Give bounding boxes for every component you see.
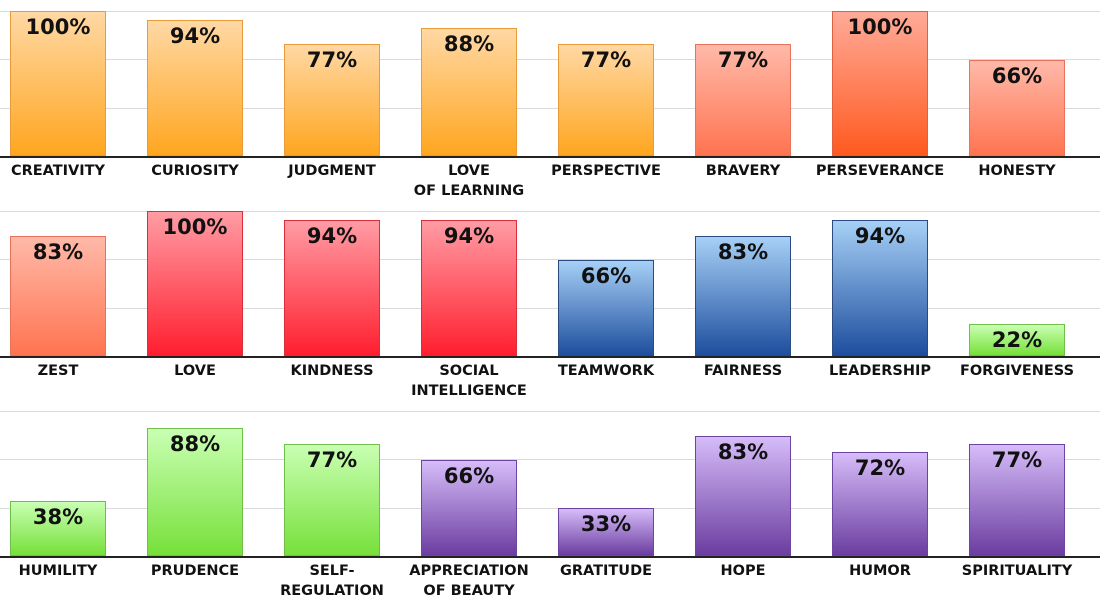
- bar-value-label: 100%: [25, 15, 91, 39]
- category-label: ZEST: [37, 363, 79, 379]
- bar-value-label: 66%: [991, 64, 1043, 88]
- category-label: SELF- REGULATION: [280, 563, 384, 599]
- bar-value-label: 94%: [854, 224, 906, 248]
- bar-value-label: 77%: [306, 448, 358, 472]
- bar-value-label: 100%: [162, 215, 228, 239]
- bar: [147, 20, 243, 156]
- chart-panel-1: 100% CREATIVITY 94% CURIOSITY 77% JUDGMENT 88%…: [0, 0, 1100, 200]
- category-label: CREATIVITY: [10, 163, 106, 179]
- category-label: HUMOR: [849, 563, 911, 579]
- category-label: BRAVERY: [705, 163, 781, 179]
- gridline: [0, 108, 1100, 109]
- bar: [284, 444, 380, 556]
- bar-value-label: 66%: [443, 464, 495, 488]
- bar-value-label: 88%: [169, 432, 221, 456]
- bar: [558, 260, 654, 356]
- bar-value-label: 22%: [991, 328, 1043, 352]
- bar: [969, 60, 1065, 156]
- x-axis-baseline: [0, 156, 1100, 158]
- category-label: FORGIVENESS: [959, 363, 1075, 379]
- category-label: FAIRNESS: [703, 363, 783, 379]
- bar: [695, 436, 791, 556]
- bar: [421, 220, 517, 356]
- category-label: LEADERSHIP: [828, 363, 932, 379]
- bar-value-label: 38%: [32, 505, 84, 529]
- bar-value-label: 83%: [32, 240, 84, 264]
- bar: [695, 236, 791, 356]
- bar: [969, 324, 1065, 356]
- category-label: CURIOSITY: [151, 163, 239, 179]
- bar: [10, 11, 106, 156]
- bar-value-label: 100%: [847, 15, 913, 39]
- bar: [147, 211, 243, 356]
- bar: [10, 501, 106, 556]
- bar: [832, 452, 928, 556]
- bar: [832, 220, 928, 356]
- bar: [969, 444, 1065, 556]
- bar-value-label: 83%: [717, 440, 769, 464]
- bar-value-label: 94%: [306, 224, 358, 248]
- category-label: LOVE OF LEARNING: [413, 163, 525, 199]
- gridline: [0, 211, 1100, 212]
- chart-panel-2: 83% ZEST 100% LOVE 94% KINDNESS 94% SOCIAL INTE…: [0, 200, 1100, 400]
- category-label: HOPE: [720, 563, 766, 579]
- category-label: HUMILITY: [18, 563, 98, 579]
- bar-value-label: 77%: [580, 48, 632, 72]
- gridline: [0, 508, 1100, 509]
- x-axis-baseline: [0, 356, 1100, 358]
- category-label: GRATITUDE: [559, 563, 653, 579]
- category-label: PERSPECTIVE: [551, 163, 661, 179]
- bar-value-label: 88%: [443, 32, 495, 56]
- chart-panel-3: 38% HUMILITY 88% PRUDENCE 77% SELF- REGULATIO…: [0, 400, 1100, 600]
- gridline: [0, 459, 1100, 460]
- gridline: [0, 259, 1100, 260]
- bar: [147, 428, 243, 556]
- bar: [10, 236, 106, 356]
- category-label: JUDGMENT: [288, 163, 376, 179]
- bar: [421, 28, 517, 156]
- bar: [832, 11, 928, 156]
- bar: [558, 508, 654, 556]
- category-label: LOVE: [174, 363, 216, 379]
- gridline: [0, 59, 1100, 60]
- bar-value-label: 94%: [169, 24, 221, 48]
- x-axis-baseline: [0, 556, 1100, 558]
- category-label: PERSEVERANCE: [815, 163, 945, 179]
- category-label: SPIRITUALITY: [961, 563, 1073, 579]
- gridline: [0, 411, 1100, 412]
- bar: [695, 44, 791, 156]
- bar-value-label: 72%: [854, 456, 906, 480]
- category-label: HONESTY: [978, 163, 1056, 179]
- bar-value-label: 77%: [306, 48, 358, 72]
- gridline: [0, 11, 1100, 12]
- bar: [284, 220, 380, 356]
- category-label: PRUDENCE: [150, 563, 240, 579]
- bar: [284, 44, 380, 156]
- bar-value-label: 77%: [717, 48, 769, 72]
- category-label: TEAMWORK: [557, 363, 655, 379]
- bar-value-label: 83%: [717, 240, 769, 264]
- category-label: SOCIAL INTELLIGENCE: [411, 363, 527, 399]
- bar: [558, 44, 654, 156]
- gridline: [0, 308, 1100, 309]
- bar: [421, 460, 517, 556]
- bar-value-label: 33%: [580, 512, 632, 536]
- category-label: APPRECIATION OF BEAUTY: [409, 563, 529, 599]
- bar-value-label: 77%: [991, 448, 1043, 472]
- bar-value-label: 94%: [443, 224, 495, 248]
- bar-value-label: 66%: [580, 264, 632, 288]
- category-label: KINDNESS: [290, 363, 374, 379]
